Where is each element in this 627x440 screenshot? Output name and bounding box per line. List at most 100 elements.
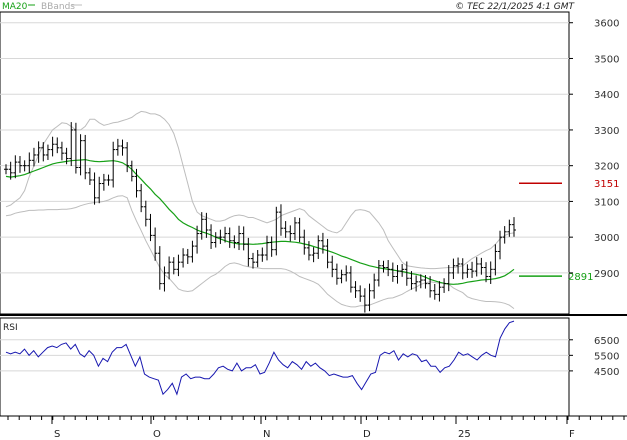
price-bar [227, 227, 232, 248]
price-bar [199, 212, 204, 240]
support-level-label: 2891 [568, 272, 593, 283]
price-y-tick-label: 3000 [594, 233, 619, 244]
price-bar [134, 168, 139, 198]
price-bar [423, 275, 428, 289]
price-bar [139, 183, 144, 213]
legend-ma20: MA20 [2, 2, 28, 12]
price-bar [50, 136, 55, 157]
price-bar [353, 281, 358, 298]
price-bar [367, 283, 372, 312]
price-bar [17, 156, 22, 173]
price-bar [157, 246, 162, 290]
price-bar [255, 250, 260, 268]
price-bar [386, 260, 391, 277]
price-bar [442, 278, 447, 293]
price-bar [409, 271, 414, 290]
copyright-timestamp: © TEC 22/1/2025 4:1 GMT [455, 2, 575, 12]
price-bar [320, 232, 325, 254]
price-bar [428, 276, 433, 298]
price-bar [400, 263, 405, 277]
price-bar [171, 257, 176, 275]
price-bar [302, 229, 307, 255]
price-bar [432, 283, 437, 300]
price-bar [381, 260, 386, 273]
price-bar [45, 144, 50, 160]
price-y-tick-label: 3200 [594, 162, 619, 173]
price-bar [456, 257, 461, 274]
price-bar [101, 173, 106, 191]
price-bar [106, 174, 111, 186]
price-y-tick-label: 3100 [594, 197, 619, 208]
price-bar [512, 217, 516, 237]
price-bar [167, 256, 172, 280]
ma20-path [5, 158, 515, 285]
price-bar [288, 225, 293, 242]
price-bar [55, 137, 60, 154]
price-bar [209, 224, 214, 249]
x-tick-label: 25 [458, 429, 471, 440]
price-bar [13, 155, 18, 179]
price-bar [143, 200, 148, 227]
price-bar [4, 164, 8, 175]
price-bar [120, 139, 125, 156]
price-bar [330, 255, 335, 278]
rsi-label: RSI [3, 323, 18, 333]
price-bar [41, 142, 46, 162]
price-y-tick-label: 3600 [594, 19, 619, 30]
price-bar [390, 262, 395, 282]
price-bar [223, 226, 228, 243]
price-bar [83, 134, 88, 180]
price-grid [0, 11, 627, 316]
price-bar [69, 122, 74, 167]
price-levels: 3151 2891 [519, 179, 619, 283]
price-bar [204, 212, 209, 238]
price-bar [92, 172, 97, 205]
price-bar [185, 248, 190, 264]
price-bar [232, 235, 237, 249]
rsi-y-tick-label: 5500 [594, 351, 619, 362]
price-bar [36, 141, 41, 163]
price-bar [190, 240, 195, 263]
price-bar [278, 204, 283, 236]
bollinger-bands [5, 110, 515, 310]
price-bar [292, 217, 297, 241]
price-bar [474, 257, 479, 277]
price-bar [498, 230, 503, 260]
price-bar [283, 221, 288, 238]
price-bar [493, 244, 498, 276]
price-bar [218, 229, 223, 244]
ma20-line [5, 158, 515, 285]
price-bar [297, 217, 302, 243]
price-bar [64, 147, 69, 165]
price-bar [404, 261, 409, 286]
price-bar [362, 288, 367, 313]
price-bar [376, 260, 381, 287]
x-axis: S O N D 25 F [0, 415, 627, 440]
x-tick-label: F [569, 429, 575, 440]
price-bar [325, 238, 330, 269]
price-bar [339, 269, 344, 284]
price-bar [358, 285, 363, 302]
price-bar [274, 206, 279, 256]
price-bar [502, 226, 507, 244]
price-bar [73, 122, 78, 174]
price-bar [8, 161, 13, 180]
price-bar [97, 176, 102, 204]
price-bar [260, 247, 265, 262]
price-bar [414, 275, 419, 292]
price-bar [446, 265, 451, 292]
rsi-path [5, 320, 515, 396]
price-bar [237, 225, 242, 251]
price-bar [22, 160, 27, 172]
price-bar [269, 236, 274, 257]
price-bar [148, 213, 153, 242]
x-tick-label: S [54, 429, 60, 440]
price-bar [306, 241, 311, 261]
price-bar [418, 274, 423, 289]
price-bar [348, 266, 353, 293]
price-y-tick-label: 3300 [594, 126, 619, 137]
price-y-tick-label: 3500 [594, 54, 619, 65]
price-bar [251, 252, 256, 269]
price-y-tick-label: 2900 [594, 269, 619, 280]
